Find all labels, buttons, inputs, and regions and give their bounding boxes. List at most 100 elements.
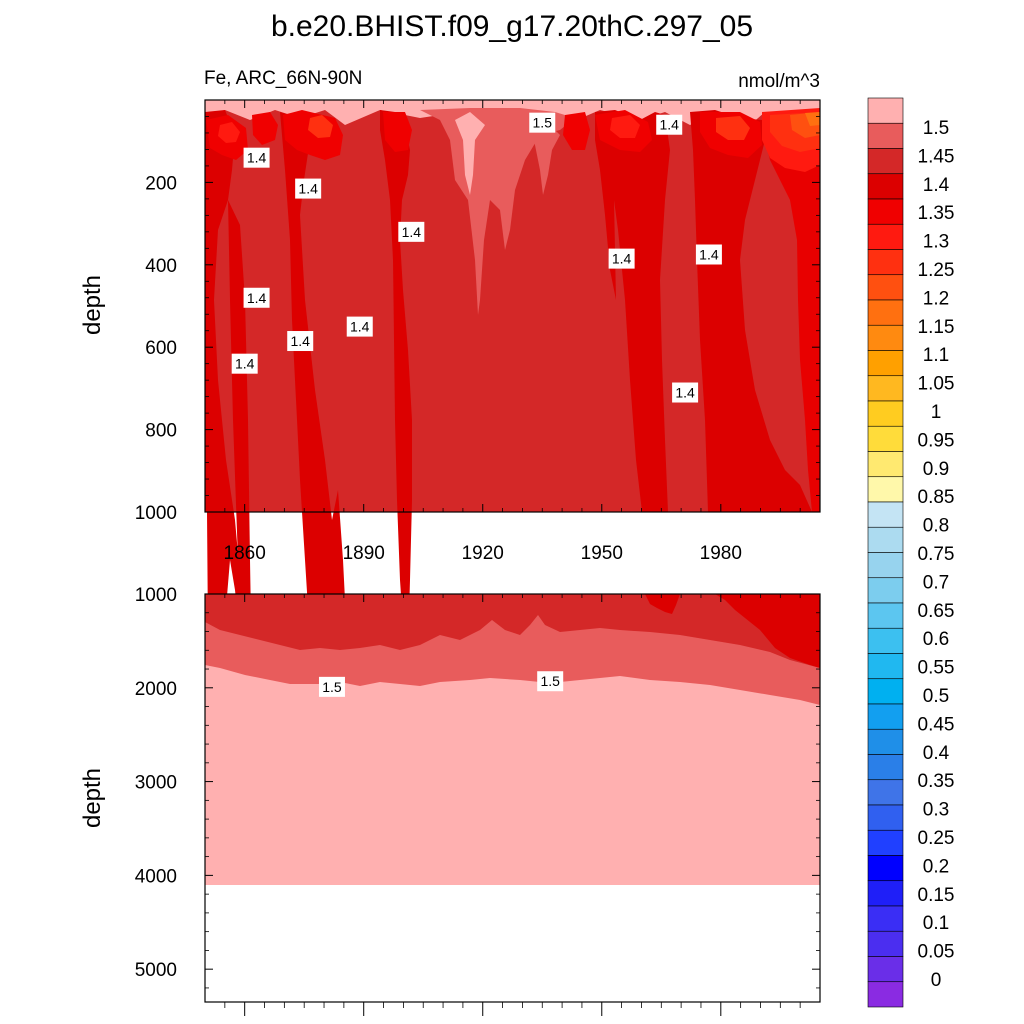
colorbar-box bbox=[867, 501, 904, 528]
top-blob-1890 bbox=[252, 112, 278, 145]
colorbar-label: 0.8 bbox=[923, 516, 949, 537]
bottom-y-tick-label: 2000 bbox=[135, 679, 177, 700]
top-column-1900 bbox=[380, 110, 412, 680]
top-y-tick-label: 800 bbox=[145, 421, 177, 442]
top-subtitle-left: Fe, ARC_66N-90N bbox=[204, 68, 362, 89]
top-blob-1860-core bbox=[218, 122, 240, 143]
colorbar-box bbox=[867, 627, 904, 654]
colorbar-box bbox=[867, 678, 904, 705]
top-x-tick-label: 1920 bbox=[462, 543, 504, 564]
bottom-contour-label-text: 1.5 bbox=[322, 679, 342, 695]
top-contour-label-box bbox=[608, 248, 635, 269]
top-contour-label: 1.4 bbox=[295, 178, 322, 199]
top-y-tick-label: 400 bbox=[145, 256, 177, 277]
colorbar-label: 0.65 bbox=[918, 601, 955, 622]
top-contour-label-text: 1.4 bbox=[675, 385, 695, 401]
top-contour-label-box bbox=[295, 178, 322, 199]
chart-title: b.e20.BHIST.f09_g17.20thC.297_05 bbox=[271, 10, 753, 43]
colorbar-box bbox=[867, 324, 904, 351]
top-blob-2000-peak bbox=[805, 112, 820, 126]
colorbar-box bbox=[867, 754, 904, 781]
bottom-x-ticks bbox=[224, 594, 801, 1016]
top-contour-label-text: 1.4 bbox=[612, 251, 632, 267]
top-y-tick-label: 600 bbox=[145, 338, 177, 359]
top-contour-label-text: 1.4 bbox=[298, 181, 318, 197]
colorbar-box bbox=[867, 653, 904, 680]
top-contour-label: 1.4 bbox=[231, 353, 258, 374]
top-contour-label-box bbox=[231, 353, 258, 374]
colorbar-label: 0.7 bbox=[923, 572, 949, 593]
bottom-contour-label-box bbox=[318, 676, 345, 697]
colorbar-labels: 1.5 1.45 1.4 1.35 1.3 1.25 1.2 1.15 1.1 1.05 1 0.95… bbox=[918, 118, 955, 991]
top-x-ticks: 1860 1890 1920 1950 1980 bbox=[224, 100, 801, 564]
colorbar-box bbox=[867, 274, 904, 301]
colorbar-label: 0.15 bbox=[918, 885, 955, 906]
top-subtitle-right: nmol/m^3 bbox=[738, 71, 820, 92]
top-contour-label-box bbox=[695, 244, 722, 265]
colorbar-box bbox=[867, 400, 904, 427]
bottom-contour-labels: 1.5 1.5 bbox=[318, 671, 564, 697]
top-blob-1880-core bbox=[308, 115, 333, 138]
bottom-contour-field bbox=[205, 594, 820, 1002]
colorbar-label: 0.1 bbox=[923, 913, 949, 934]
colorbar-box bbox=[867, 804, 904, 831]
top-contour-label: 1.4 bbox=[398, 221, 425, 242]
top-x-tick-label: 1860 bbox=[224, 543, 266, 564]
colorbar-box bbox=[867, 728, 904, 755]
top-contour-label-text: 1.4 bbox=[350, 319, 370, 335]
colorbar-box bbox=[867, 223, 904, 250]
top-blob-1958-core bbox=[610, 115, 640, 138]
top-contour-label-text: 1.4 bbox=[290, 333, 310, 349]
top-blob-1940 bbox=[563, 112, 590, 150]
colorbar-label: 1.25 bbox=[918, 260, 955, 281]
top-contour-label-box bbox=[529, 112, 556, 133]
bottom-contour-label: 1.5 bbox=[318, 676, 345, 697]
colorbar-box bbox=[867, 198, 904, 225]
colorbar-label: 0.6 bbox=[923, 629, 949, 650]
top-contour-label-box bbox=[243, 287, 270, 308]
colorbar-box bbox=[867, 703, 904, 730]
top-column-1965 bbox=[595, 110, 670, 512]
colorbar-label: 1.1 bbox=[923, 345, 949, 366]
colorbar-box bbox=[867, 930, 904, 957]
colorbar-label: 0.55 bbox=[918, 658, 955, 679]
colorbar-box bbox=[867, 299, 904, 326]
colorbar-box bbox=[867, 552, 904, 579]
top-contour-label-text: 1.4 bbox=[247, 150, 267, 166]
top-contour-label: 1.4 bbox=[287, 331, 314, 352]
colorbar-label: 0.85 bbox=[918, 487, 955, 508]
bottom-y-tick-label: 3000 bbox=[135, 773, 177, 794]
colorbar-boxes bbox=[867, 97, 904, 1008]
bottom-column-1990 bbox=[715, 594, 820, 668]
top-contour-label-box bbox=[243, 147, 270, 168]
colorbar-box bbox=[867, 602, 904, 629]
top-contour-label-box bbox=[346, 316, 373, 337]
top-contour-label-box bbox=[398, 221, 425, 242]
colorbar-label: 0.05 bbox=[918, 942, 955, 963]
top-plot-frame bbox=[204, 99, 821, 513]
colorbar-box bbox=[867, 451, 904, 478]
top-contour-label-text: 1.4 bbox=[402, 224, 422, 240]
colorbar-label: 1.2 bbox=[923, 288, 949, 309]
bottom-y-axis-label: depth bbox=[79, 768, 106, 828]
colorbar-label: 1.15 bbox=[918, 317, 955, 338]
top-contour-label-text: 1.4 bbox=[699, 247, 719, 263]
colorbar-label: 1.3 bbox=[923, 232, 949, 253]
top-y-tick-label: 1000 bbox=[135, 503, 177, 524]
colorbar-label: 0.75 bbox=[918, 544, 955, 565]
colorbar-box bbox=[867, 375, 904, 402]
top-contour-label-text: 1.4 bbox=[247, 290, 267, 306]
top-contour-label: 1.4 bbox=[672, 382, 699, 403]
top-plume-1920 bbox=[420, 108, 575, 315]
colorbar-box bbox=[867, 97, 904, 124]
bottom-contour-label-box bbox=[537, 671, 564, 692]
top-contour-label-box bbox=[656, 114, 683, 135]
colorbar-label: 1.35 bbox=[918, 203, 955, 224]
bottom-y-tick-label: 5000 bbox=[135, 960, 177, 981]
top-x-tick-label: 1890 bbox=[343, 543, 385, 564]
colorbar-label: 0.3 bbox=[923, 800, 949, 821]
top-blob-1988-core bbox=[716, 116, 750, 140]
top-contour-label: 1.4 bbox=[608, 248, 635, 269]
colorbar-box bbox=[867, 526, 904, 553]
top-contour-labels: 1.4 1.5 1.4 1.4 1.4 1.4 1.4 1.4 1.4 1.4 1.4 1.4 bbox=[231, 112, 722, 403]
